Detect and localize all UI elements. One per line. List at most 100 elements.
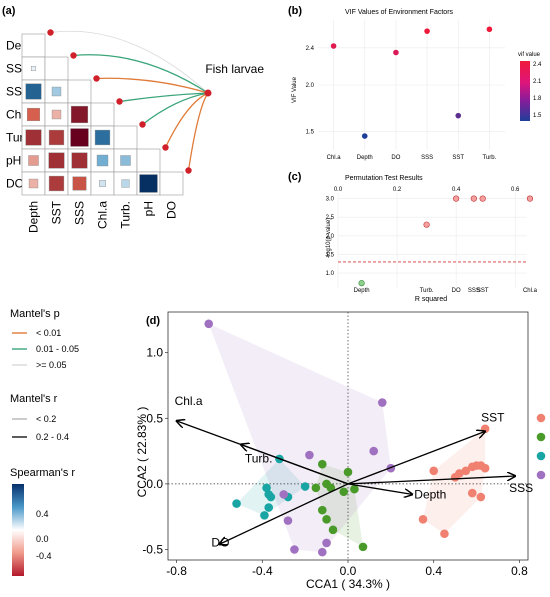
cca-point-group-1: [440, 529, 449, 539]
correlation-square: [51, 86, 62, 97]
panel-label-d: (d): [146, 315, 160, 327]
perm-ylabel: -log10(p-value): [326, 218, 332, 258]
panel-a-correlation-matrix: [21, 33, 184, 196]
perm-title: Permutation Test Results: [345, 175, 423, 182]
spearman-colorbar-ticks: 0.4 0.0 -0.4: [24, 509, 52, 561]
vif-ylabel: VIF Value: [292, 76, 298, 103]
cca-xtick: -0.8: [166, 564, 187, 578]
correlation-square: [70, 105, 89, 124]
correlation-square: [139, 174, 158, 193]
cca-point-group-2: [311, 483, 321, 493]
panel-label-b: (b): [288, 5, 302, 17]
matrix-cell: [136, 148, 161, 173]
cca-ytick: 0.0: [146, 477, 163, 491]
cca-vector-depth: [347, 483, 412, 494]
cca-vector-label: SST: [481, 410, 505, 424]
cca-point-group-4: [204, 319, 214, 329]
panel-a-col-labels: Depth SST SSS Chl.a Turb. pH DO: [27, 200, 179, 233]
row-label-ph: pH: [6, 154, 21, 168]
correlation-square: [121, 179, 130, 188]
perm-point-depth: [358, 280, 365, 287]
mantel-p-title: Mantel's p: [10, 308, 60, 320]
cca-vector-label: DO: [211, 535, 229, 549]
matrix-cell: [44, 56, 69, 81]
perm-plot-bg: [338, 193, 527, 288]
vif-xtick: Depth: [357, 155, 373, 161]
cca-point-group-4: [279, 490, 289, 499]
cca-ytick: -0.5: [142, 543, 163, 557]
mantel-node-turb: [139, 121, 146, 128]
cca-point-group-4: [283, 516, 293, 525]
vif-point-chla: [330, 43, 337, 49]
col-label-chla: Chl.a: [96, 201, 110, 229]
correlation-square: [51, 109, 62, 120]
vif-colorbar: [520, 61, 530, 121]
perm-point-label: Depth: [354, 288, 370, 294]
vif-point-do: [393, 49, 399, 56]
col-label-sss: SSS: [73, 201, 87, 225]
mantel-r-item-2: 0.2 - 0.4: [36, 432, 69, 442]
cca-point-group-2: [317, 505, 327, 515]
cca-vector-turb: [241, 445, 349, 485]
cca-vector-label: Turb.: [245, 452, 273, 466]
spearman-tick: 0.0: [36, 534, 49, 544]
cca-ytick: 1.0: [146, 346, 163, 360]
vif-legend-tick: 2.4: [533, 62, 542, 68]
mantel-node-do: [185, 167, 192, 174]
mantel-r-item-1: < 0.2: [36, 414, 56, 424]
vif-chart: 1.5 2.0 2.4 Chl.a Depth DO SSS SST Turb.: [306, 20, 505, 161]
perm-ytick: 3.0: [326, 197, 335, 203]
correlation-square: [31, 66, 36, 71]
cca-biplot: -0.8 -0.4 0.0 0.4 0.8 1.0 0.5 0.0 -0.5 SST SSS Dept…: [142, 311, 533, 578]
vif-legend-tick: 1.8: [533, 96, 542, 102]
cca-point-group-4: [322, 538, 331, 548]
col-label-ph: pH: [142, 201, 156, 216]
perm-xtick: 0.2: [393, 187, 402, 193]
vif-ytick: 2.0: [306, 83, 315, 89]
cca-point-group-2: [339, 487, 349, 497]
perm-point-turb: [423, 221, 430, 228]
perm-ytick: 1.0: [326, 271, 335, 277]
vif-legend-tick: 2.1: [533, 79, 542, 85]
cca-xtick: 0.4: [425, 564, 442, 578]
cca-point-group-3: [262, 483, 271, 493]
cca-point-group-4: [369, 446, 379, 456]
vif-xtick: SST: [452, 155, 464, 161]
cca-point-group-4: [317, 547, 327, 557]
spearman-tick: 0.4: [36, 509, 49, 519]
spearman-tick: -0.4: [36, 551, 52, 561]
cca-point-group-1: [480, 463, 490, 473]
correlation-square: [96, 154, 109, 167]
correlation-square: [70, 128, 89, 147]
mantel-node-sss: [93, 75, 100, 82]
cca-xtick: -0.4: [252, 564, 273, 578]
cca-point-group-4: [290, 545, 299, 554]
mantel-node-depth: [47, 29, 54, 36]
perm-point-sss: [470, 195, 477, 202]
cca-group-hull-3: [236, 458, 306, 516]
perm-point-sst: [479, 195, 486, 202]
vif-xtick: DO: [391, 155, 400, 161]
target-label: Fish larvae: [205, 62, 264, 76]
cca-point-group-1: [455, 469, 464, 478]
cca-point-group-2: [358, 542, 368, 552]
cca-vector-label: Chl.a: [175, 394, 203, 408]
col-label-do: DO: [165, 201, 179, 219]
cca-vector-do: [219, 483, 349, 544]
cca-ytick: 0.5: [146, 411, 163, 425]
mantel-link-chla: [119, 92, 209, 103]
vif-point-sst: [455, 112, 462, 119]
col-label-sst: SST: [50, 200, 64, 224]
correlation-square: [48, 152, 65, 169]
col-label-depth: Depth: [27, 201, 41, 233]
panel-a-mantel-links: [47, 29, 209, 174]
matrix-cell: [67, 79, 92, 104]
perm-point-chla: [526, 195, 534, 202]
perm-point-label: SSS: [468, 288, 480, 294]
correlation-square: [72, 176, 87, 191]
vif-ytick: 2.4: [306, 46, 315, 52]
vif-legend-tick: 1.5: [533, 113, 542, 119]
perm-point-label: Chl.a: [523, 288, 538, 294]
vif-colorbar-ticks: 2.4 2.1 1.8 1.5: [533, 62, 542, 119]
